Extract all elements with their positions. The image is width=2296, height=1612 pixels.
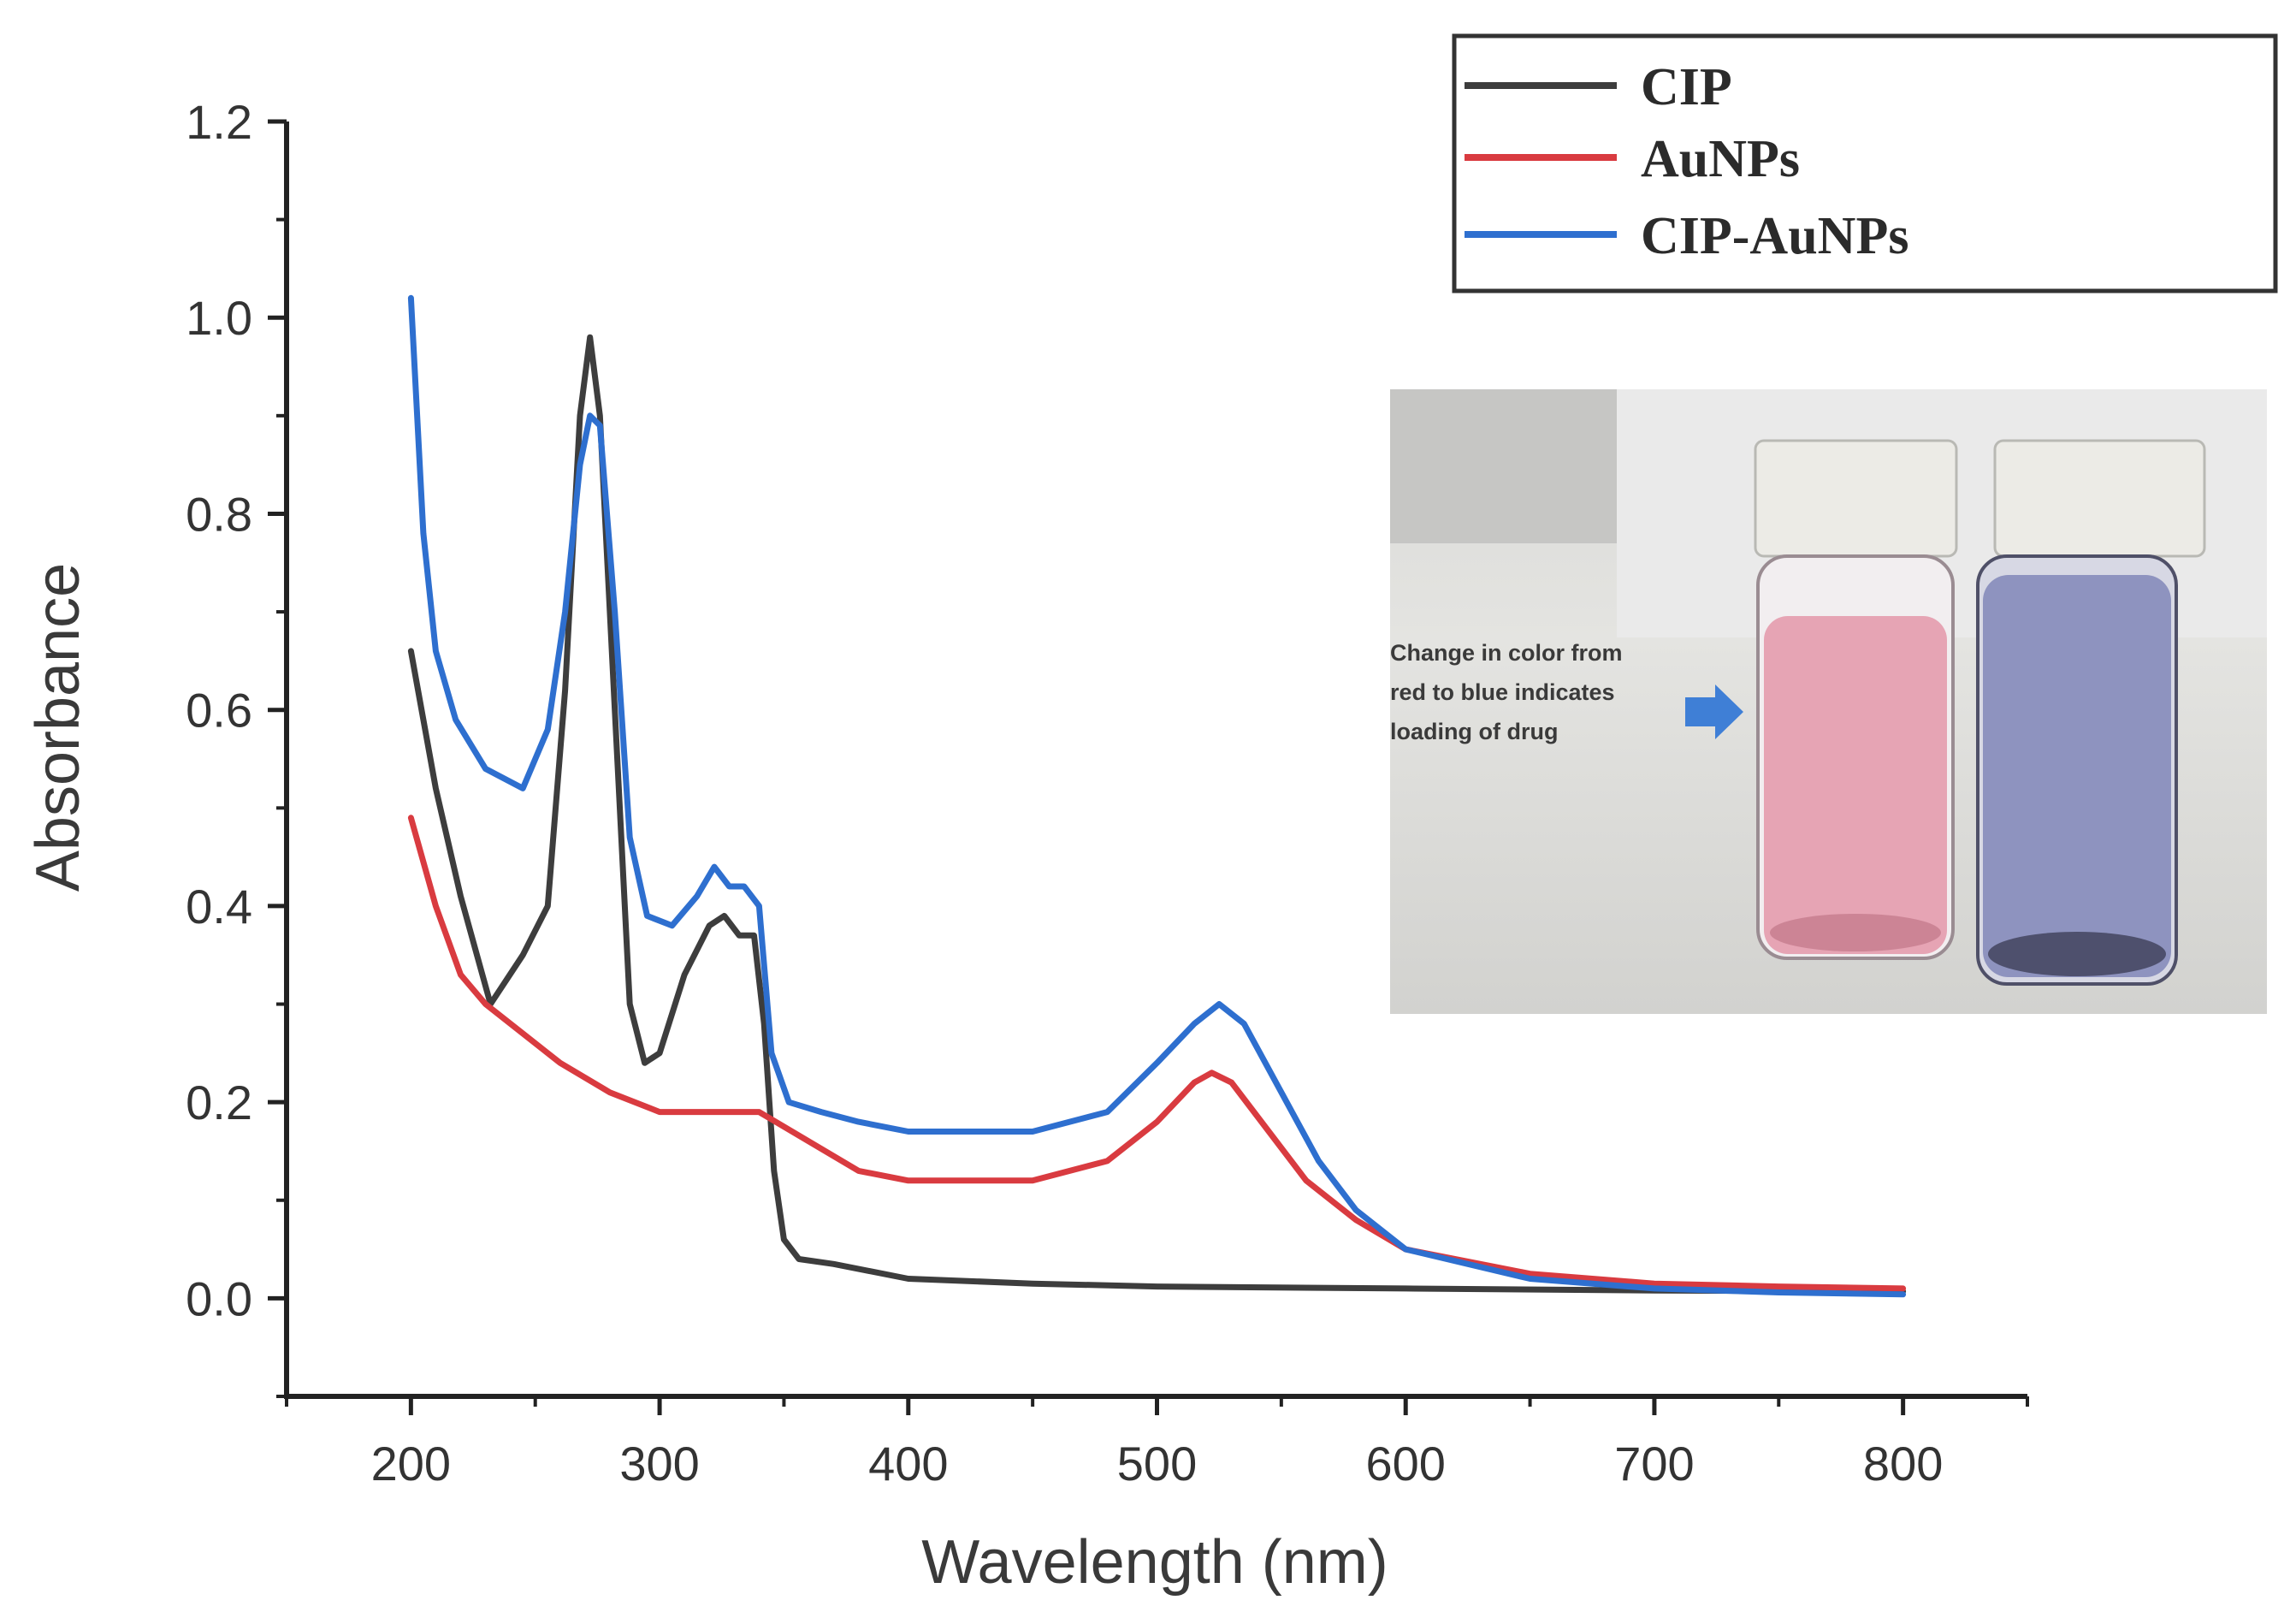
x-axis-title: Wavelength (nm) (921, 1528, 1388, 1597)
y-axis-title: Absorbance (24, 563, 92, 892)
right-arrow-icon (1685, 685, 1743, 739)
vial-pink (1754, 439, 1958, 960)
x-tick-label: 500 (1117, 1437, 1197, 1491)
x-tick-label: 400 (868, 1437, 948, 1491)
vial-blue-cap (1993, 439, 2206, 558)
x-ticks: 200 300 400 500 600 700 800 (285, 1396, 2029, 1491)
series-line-cip (407, 334, 1907, 1295)
vial-blue (1976, 439, 2206, 986)
legend: CIP AuNPs CIP-AuNPs (1452, 33, 2278, 293)
x-tick-label: 300 (619, 1437, 699, 1491)
y-tick-label: 0.6 (186, 684, 252, 738)
inset-photo: Change in color from red to blue indicat… (1390, 389, 2267, 1014)
y-tick-label: 1.0 (186, 291, 252, 345)
x-tick-label: 600 (1365, 1437, 1445, 1491)
y-tick-label: 0.0 (186, 1271, 252, 1325)
x-tick-label: 800 (1863, 1437, 1943, 1491)
y-tick-label: 0.4 (186, 880, 252, 933)
y-tick-label: 0.8 (186, 487, 252, 541)
y-ticks: 0.0 0.2 0.4 0.6 0.8 1.0 1.2 (186, 95, 287, 1398)
inset-annotation-line-3: loading of drug (1390, 719, 1558, 744)
vial-blue-liquid (1983, 575, 2171, 977)
y-tick-label: 1.2 (186, 95, 252, 149)
y-tick-label: 0.2 (186, 1076, 252, 1129)
vial-pink-cap (1754, 439, 1958, 558)
vial-pink-liquid (1764, 616, 1947, 954)
x-tick-label: 200 (371, 1437, 451, 1491)
inset-wall-panel (1390, 389, 1617, 543)
inset-annotation-line-2: red to blue indicates (1390, 679, 1615, 705)
inset-annotation-line-1: Change in color from (1390, 640, 1623, 666)
legend-label-aunps: AuNPs (1641, 130, 1800, 188)
legend-box (1452, 33, 2278, 293)
series-layer (407, 294, 1907, 1298)
vial-pink-bottom (1770, 914, 1941, 951)
legend-label-cip-aunps: CIP-AuNPs (1641, 207, 1908, 265)
legend-label-cip: CIP (1641, 58, 1732, 116)
vial-blue-bottom (1988, 932, 2166, 976)
x-tick-label: 700 (1614, 1437, 1694, 1491)
series-line-cip-aunps (407, 294, 1907, 1298)
